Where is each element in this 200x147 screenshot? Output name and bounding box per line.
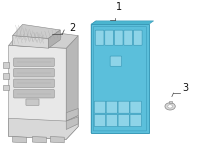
FancyBboxPatch shape — [14, 69, 54, 77]
FancyBboxPatch shape — [14, 58, 54, 66]
FancyBboxPatch shape — [118, 101, 130, 113]
Text: 3: 3 — [182, 83, 189, 93]
Polygon shape — [3, 62, 9, 68]
Polygon shape — [66, 36, 78, 139]
Polygon shape — [32, 137, 46, 143]
Polygon shape — [91, 21, 96, 133]
Polygon shape — [9, 45, 66, 139]
Polygon shape — [66, 108, 78, 121]
Text: 1: 1 — [116, 2, 122, 12]
FancyBboxPatch shape — [26, 99, 39, 105]
FancyBboxPatch shape — [133, 30, 142, 45]
Polygon shape — [48, 30, 60, 48]
FancyBboxPatch shape — [106, 115, 118, 127]
Polygon shape — [3, 85, 9, 90]
FancyBboxPatch shape — [106, 101, 118, 113]
Text: 2: 2 — [69, 23, 75, 33]
Polygon shape — [13, 36, 48, 48]
FancyBboxPatch shape — [94, 115, 106, 127]
FancyBboxPatch shape — [114, 30, 123, 45]
FancyBboxPatch shape — [130, 101, 142, 113]
FancyBboxPatch shape — [124, 30, 133, 45]
Polygon shape — [169, 101, 172, 103]
FancyBboxPatch shape — [105, 30, 114, 45]
Bar — [91, 24, 149, 133]
Polygon shape — [91, 21, 154, 24]
Polygon shape — [13, 137, 27, 143]
FancyBboxPatch shape — [94, 101, 106, 113]
Polygon shape — [3, 74, 9, 79]
FancyBboxPatch shape — [14, 79, 54, 87]
Circle shape — [168, 105, 172, 108]
Polygon shape — [9, 116, 78, 139]
FancyBboxPatch shape — [95, 30, 104, 45]
FancyBboxPatch shape — [118, 115, 130, 127]
Polygon shape — [66, 117, 78, 130]
Circle shape — [165, 103, 175, 110]
FancyBboxPatch shape — [14, 90, 54, 98]
Polygon shape — [50, 137, 64, 143]
FancyBboxPatch shape — [110, 56, 122, 66]
Polygon shape — [9, 29, 78, 48]
FancyBboxPatch shape — [130, 115, 142, 127]
Polygon shape — [13, 24, 60, 38]
